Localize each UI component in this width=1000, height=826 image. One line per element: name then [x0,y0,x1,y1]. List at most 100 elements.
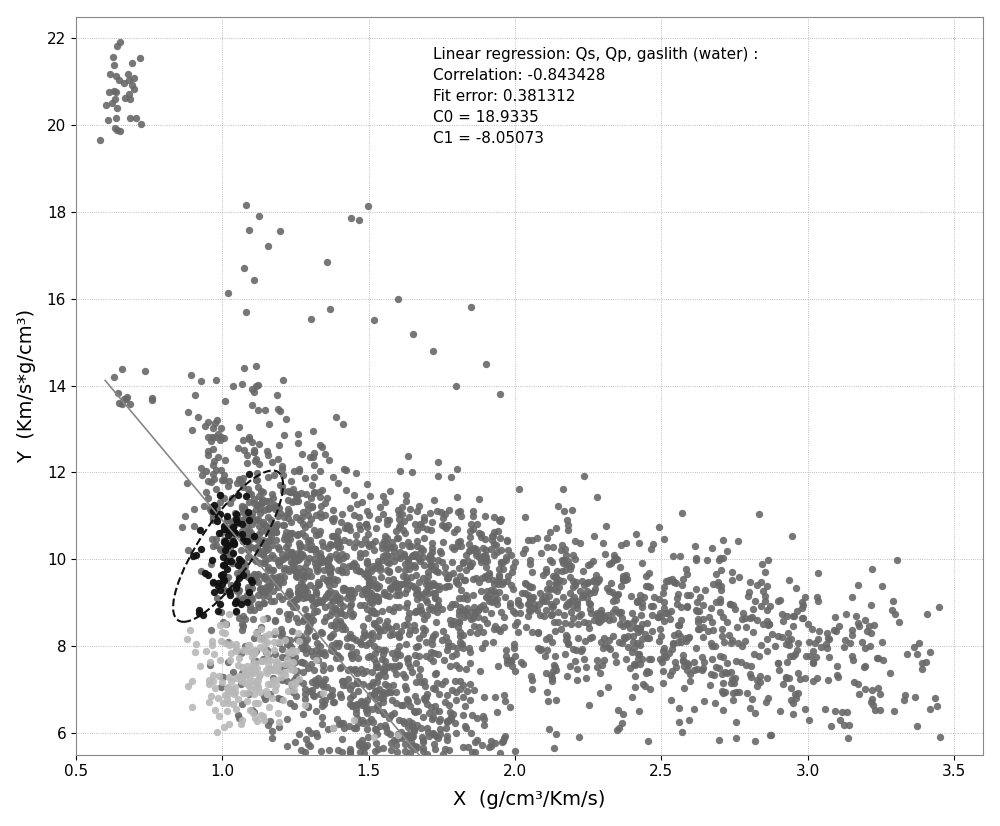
Point [395,569,411,582]
Point [235,505,251,518]
Point [421,729,437,743]
Point [655,586,671,600]
Point [667,656,683,669]
Point [308,508,324,521]
Point [314,483,330,496]
Point [246,444,262,457]
Point [820,631,836,644]
Point [455,641,471,654]
Point [243,681,259,695]
Point [319,681,335,694]
Point [301,564,317,577]
Point [371,668,387,681]
Point [255,548,271,561]
Point [762,599,778,612]
Point [258,520,274,533]
Point [392,648,408,662]
Point [226,525,242,539]
Point [491,570,507,583]
Point [468,572,484,585]
Point [279,532,295,545]
Point [405,579,421,592]
Point [220,529,236,542]
Point [418,636,434,649]
Point [664,642,680,655]
Point [264,691,280,705]
Point [696,695,712,708]
Point [298,647,314,660]
Point [203,475,219,488]
Point [246,496,262,509]
Point [249,473,265,487]
Point [380,661,396,674]
Point [429,601,445,614]
Point [407,648,423,662]
Point [215,696,231,710]
Point [790,666,806,679]
Point [250,597,266,610]
Point [239,595,255,608]
Point [286,563,302,577]
Point [711,733,727,747]
Point [245,612,261,625]
Point [374,605,390,618]
Point [249,569,265,582]
Point [406,723,422,736]
Point [226,536,242,549]
Point [259,612,275,625]
Point [212,488,228,501]
Point [679,600,695,613]
Point [299,569,315,582]
Point [222,588,238,601]
Point [390,292,406,306]
Point [282,662,298,676]
Point [660,575,676,588]
Point [360,650,376,663]
Point [253,485,269,498]
Point [300,738,316,751]
Point [282,639,298,653]
Point [309,636,325,649]
Point [405,548,421,562]
Point [452,569,468,582]
Point [810,566,826,579]
Point [253,654,269,667]
Point [419,698,435,711]
Point [406,558,422,572]
Point [644,624,660,637]
Point [398,571,414,584]
Point [216,523,232,536]
Point [272,225,288,238]
Point [283,474,299,487]
Point [742,576,758,589]
Point [371,622,387,635]
Point [203,624,219,637]
Point [413,604,429,617]
Point [627,670,643,683]
Point [314,647,330,660]
Point [366,579,382,592]
Point [379,725,395,738]
Point [381,556,397,569]
Point [569,601,585,615]
Point [231,472,247,485]
Point [396,549,412,563]
Point [338,678,354,691]
Point [321,574,337,587]
Point [424,632,440,645]
Point [561,596,577,609]
Point [320,553,336,566]
Point [202,502,218,515]
Point [522,593,538,606]
Point [251,437,267,450]
Point [401,729,417,743]
Point [399,652,415,665]
Point [295,708,311,721]
Point [534,592,550,605]
Point [230,517,246,530]
Point [211,710,227,723]
Point [353,695,369,708]
Point [299,585,315,598]
Point [355,677,371,691]
Point [462,525,478,538]
